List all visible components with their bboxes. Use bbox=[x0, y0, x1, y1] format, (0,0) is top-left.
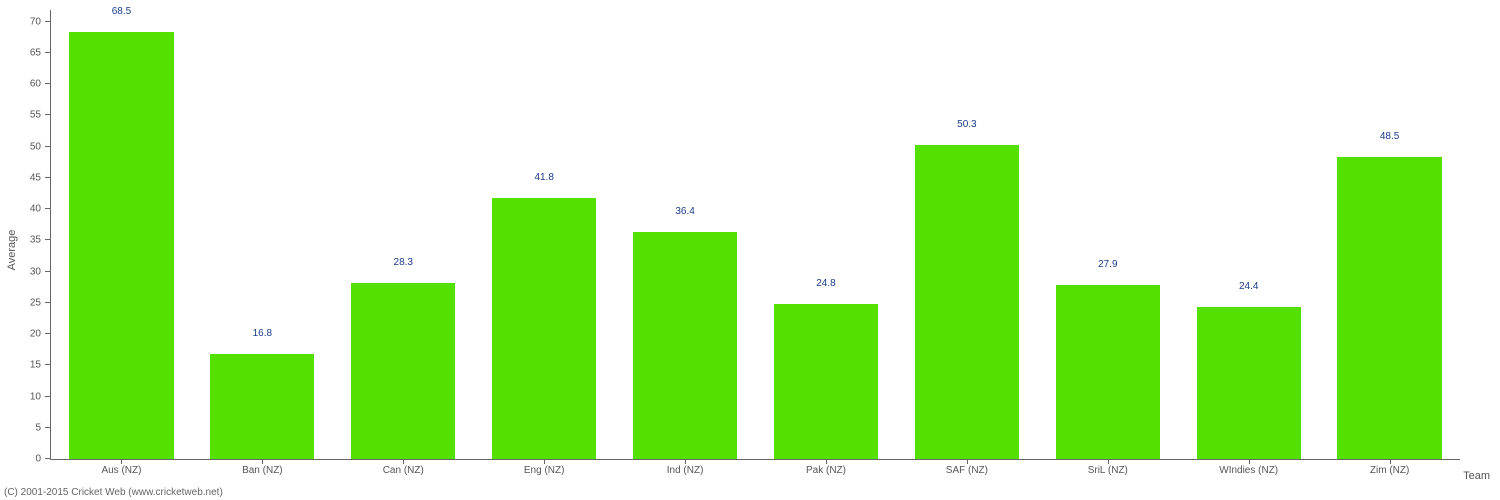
bar-value-label: 36.4 bbox=[675, 206, 694, 217]
y-tick bbox=[45, 114, 51, 115]
y-tick bbox=[45, 333, 51, 334]
bar-value-label: 68.5 bbox=[112, 6, 131, 17]
x-tick bbox=[1249, 459, 1250, 464]
bar-slot: 24.4WIndies (NZ) bbox=[1178, 10, 1319, 459]
bar-slot: 28.3Can (NZ) bbox=[333, 10, 474, 459]
bar-value-label: 24.4 bbox=[1239, 281, 1258, 292]
bar bbox=[1197, 307, 1301, 459]
y-axis-title: Average bbox=[6, 230, 18, 271]
bar bbox=[774, 304, 878, 459]
chart-container: Average Team 68.5Aus (NZ)16.8Ban (NZ)28.… bbox=[0, 0, 1500, 500]
y-tick-label: 35 bbox=[30, 235, 41, 246]
bar-x-label: Pak (NZ) bbox=[806, 465, 846, 476]
bar-slot: 24.8Pak (NZ) bbox=[756, 10, 897, 459]
x-tick bbox=[1108, 459, 1109, 464]
bar-value-label: 41.8 bbox=[534, 172, 553, 183]
y-tick bbox=[45, 458, 51, 459]
y-tick-label: 55 bbox=[30, 110, 41, 121]
bar-x-label: Ban (NZ) bbox=[242, 465, 283, 476]
x-tick bbox=[121, 459, 122, 464]
y-tick-label: 30 bbox=[30, 266, 41, 277]
bars-row: 68.5Aus (NZ)16.8Ban (NZ)28.3Can (NZ)41.8… bbox=[51, 10, 1460, 459]
bar bbox=[210, 354, 314, 459]
y-tick-label: 45 bbox=[30, 172, 41, 183]
y-tick-label: 60 bbox=[30, 79, 41, 90]
x-tick bbox=[685, 459, 686, 464]
y-tick bbox=[45, 208, 51, 209]
y-tick bbox=[45, 52, 51, 53]
y-tick bbox=[45, 302, 51, 303]
y-tick bbox=[45, 239, 51, 240]
bar-value-label: 24.8 bbox=[816, 278, 835, 289]
bar-slot: 16.8Ban (NZ) bbox=[192, 10, 333, 459]
y-tick bbox=[45, 146, 51, 147]
y-tick-label: 25 bbox=[30, 297, 41, 308]
bar-x-label: Eng (NZ) bbox=[524, 465, 565, 476]
x-tick bbox=[403, 459, 404, 464]
bar-slot: 48.5Zim (NZ) bbox=[1319, 10, 1460, 459]
bar-value-label: 16.8 bbox=[253, 328, 272, 339]
x-tick bbox=[262, 459, 263, 464]
bar-x-label: Zim (NZ) bbox=[1370, 465, 1409, 476]
bar-slot: 41.8Eng (NZ) bbox=[474, 10, 615, 459]
x-axis-title: Team bbox=[1463, 470, 1490, 482]
bar-slot: 27.9SriL (NZ) bbox=[1037, 10, 1178, 459]
y-tick bbox=[45, 364, 51, 365]
plot-area: 68.5Aus (NZ)16.8Ban (NZ)28.3Can (NZ)41.8… bbox=[50, 10, 1460, 460]
x-tick bbox=[967, 459, 968, 464]
y-tick-label: 50 bbox=[30, 141, 41, 152]
y-tick bbox=[45, 83, 51, 84]
bar-value-label: 27.9 bbox=[1098, 259, 1117, 270]
bar-value-label: 48.5 bbox=[1380, 131, 1399, 142]
bar bbox=[1337, 157, 1441, 459]
y-tick-label: 10 bbox=[30, 391, 41, 402]
bar bbox=[915, 145, 1019, 459]
y-tick-label: 20 bbox=[30, 329, 41, 340]
y-tick-label: 70 bbox=[30, 16, 41, 27]
bar-x-label: Ind (NZ) bbox=[667, 465, 704, 476]
bar bbox=[351, 283, 455, 459]
bar-x-label: SriL (NZ) bbox=[1088, 465, 1128, 476]
y-tick-label: 40 bbox=[30, 204, 41, 215]
x-tick bbox=[544, 459, 545, 464]
footer-copyright: (C) 2001-2015 Cricket Web (www.cricketwe… bbox=[4, 487, 223, 498]
bar-value-label: 28.3 bbox=[394, 257, 413, 268]
y-tick bbox=[45, 177, 51, 178]
bar-x-label: Can (NZ) bbox=[383, 465, 424, 476]
y-tick bbox=[45, 271, 51, 272]
bar-x-label: Aus (NZ) bbox=[101, 465, 141, 476]
y-tick-label: 5 bbox=[35, 422, 41, 433]
x-tick bbox=[1390, 459, 1391, 464]
bar bbox=[492, 198, 596, 459]
y-tick bbox=[45, 396, 51, 397]
bar-value-label: 50.3 bbox=[957, 119, 976, 130]
y-tick-label: 15 bbox=[30, 360, 41, 371]
y-tick bbox=[45, 427, 51, 428]
bar bbox=[69, 32, 173, 459]
bar-slot: 50.3SAF (NZ) bbox=[896, 10, 1037, 459]
bar bbox=[633, 232, 737, 459]
y-tick-label: 65 bbox=[30, 47, 41, 58]
bar-x-label: SAF (NZ) bbox=[946, 465, 988, 476]
bar-slot: 68.5Aus (NZ) bbox=[51, 10, 192, 459]
x-tick bbox=[826, 459, 827, 464]
y-tick bbox=[45, 21, 51, 22]
bar-slot: 36.4Ind (NZ) bbox=[615, 10, 756, 459]
bar-x-label: WIndies (NZ) bbox=[1219, 465, 1278, 476]
bar bbox=[1056, 285, 1160, 459]
y-tick-label: 0 bbox=[35, 454, 41, 465]
